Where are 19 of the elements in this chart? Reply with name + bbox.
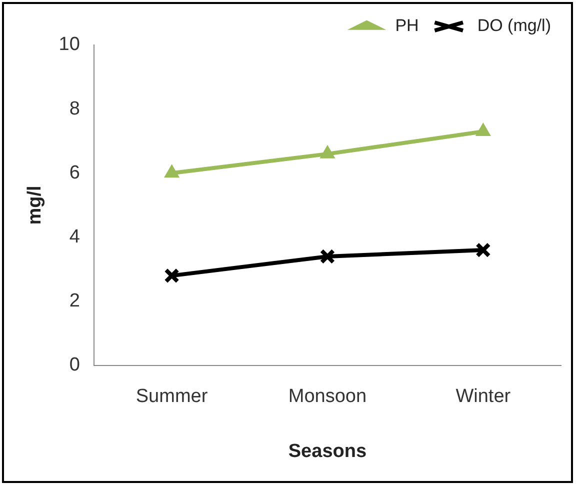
x-tick-label: Monsoon — [288, 386, 367, 408]
y-tick-label: 2 — [69, 290, 80, 312]
x-axis-title: Seasons — [288, 440, 367, 462]
point — [476, 123, 491, 136]
point — [320, 145, 335, 158]
x-tick-label: Summer — [136, 386, 208, 408]
point — [164, 164, 180, 178]
x-tick-label: Winter — [456, 386, 512, 408]
y-tick-label: 0 — [69, 354, 80, 376]
y-tick-label: 4 — [69, 226, 80, 248]
legend-label: DO (mg/l) — [477, 16, 552, 36]
y-tick-label: 10 — [58, 34, 80, 56]
point — [164, 268, 180, 284]
legend-label: PH — [395, 16, 419, 36]
y-tick-label: 8 — [69, 98, 80, 120]
point — [320, 248, 336, 264]
point — [476, 242, 491, 258]
y-axis-title: mg/l — [24, 186, 46, 225]
y-tick-label: 6 — [69, 162, 80, 184]
